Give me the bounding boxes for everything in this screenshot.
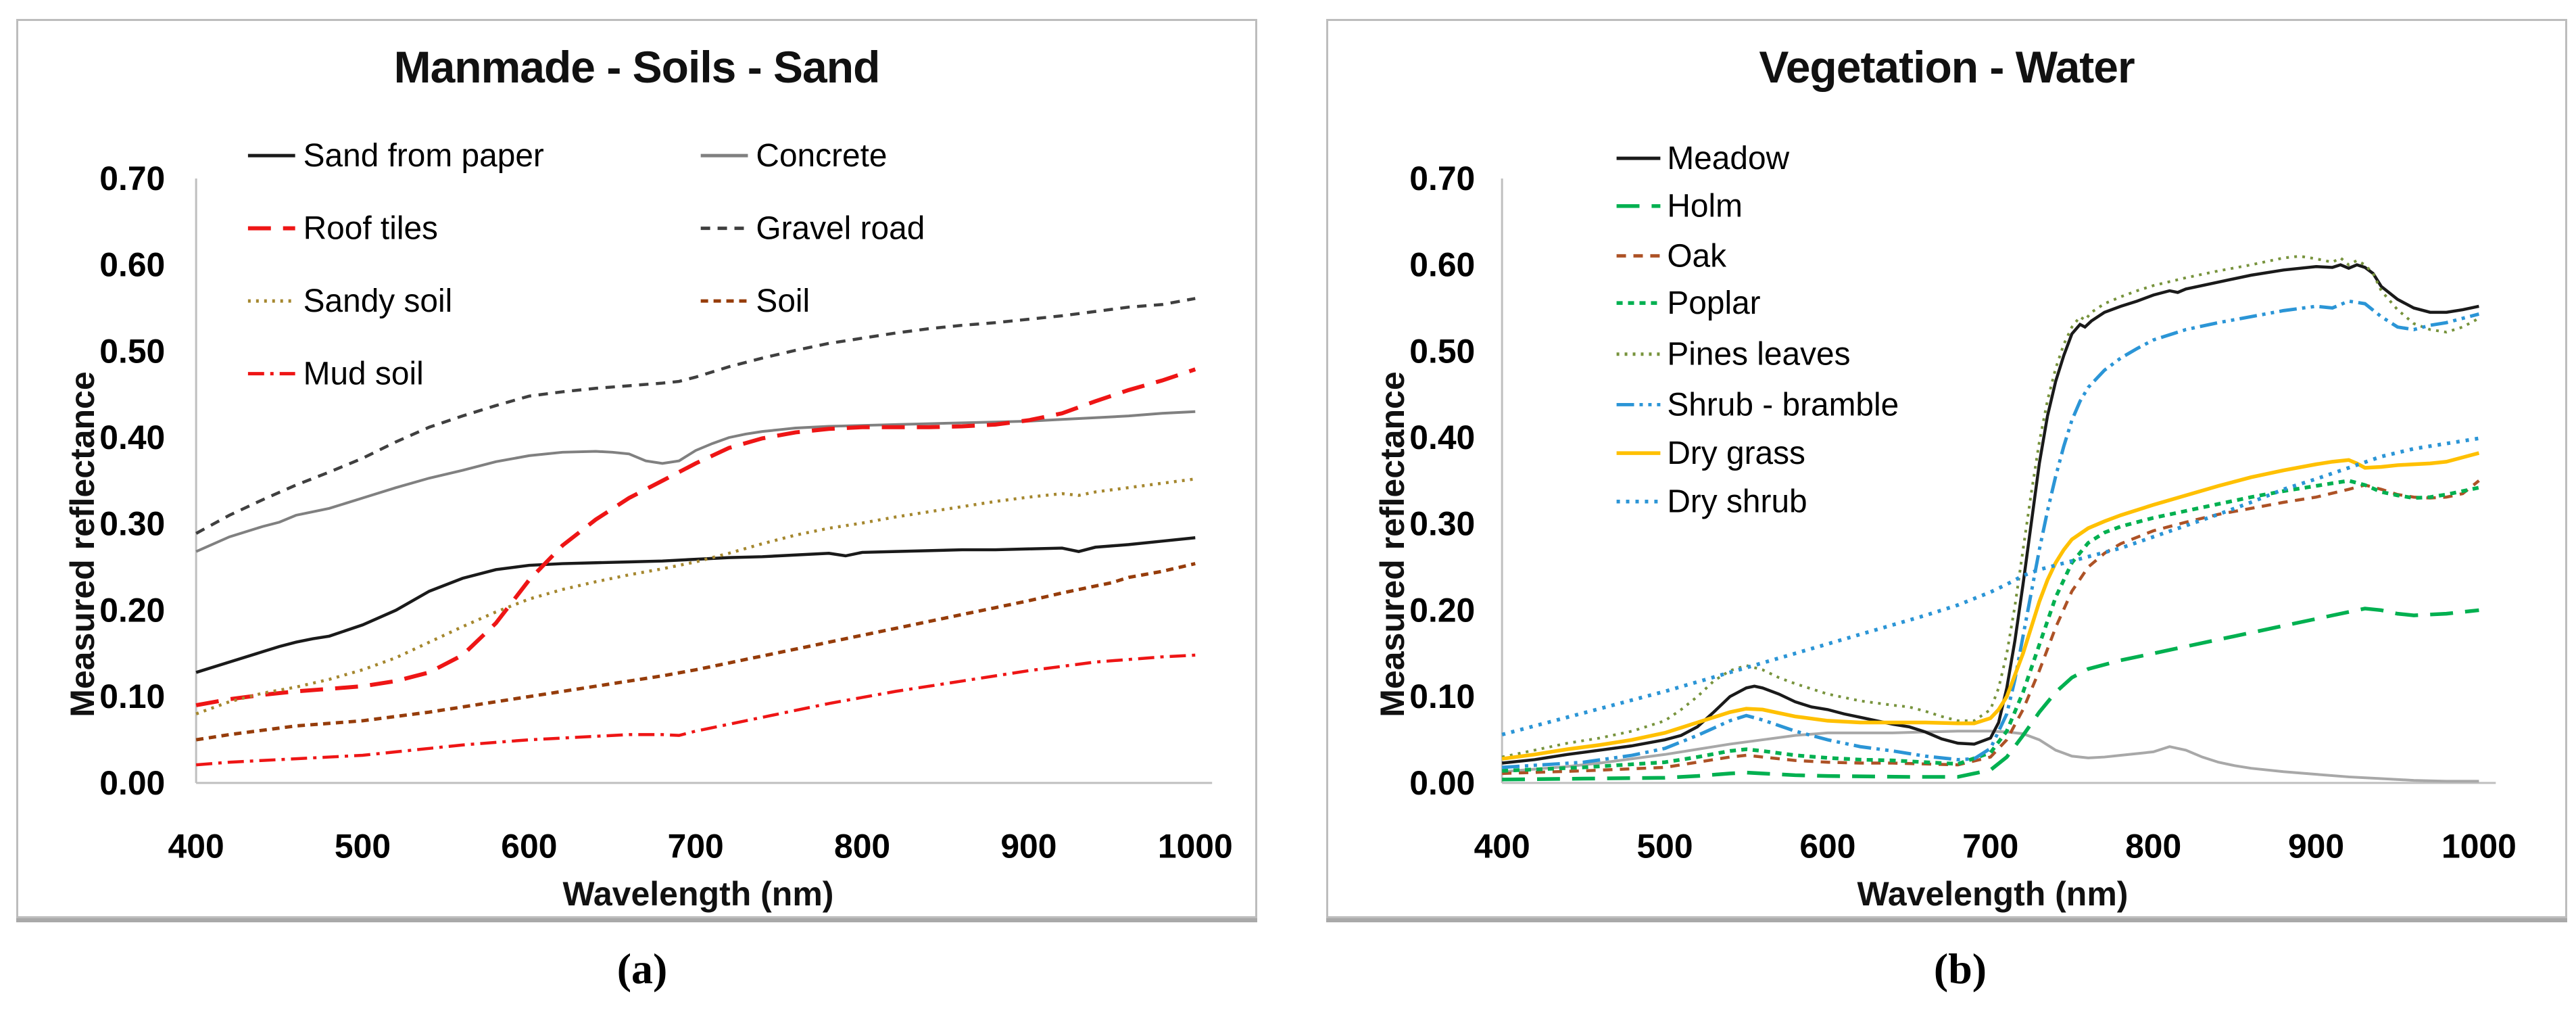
y-tick-label-0.60: 0.60: [1409, 246, 1475, 284]
chart-b-title: Vegetation - Water: [1759, 42, 2135, 92]
series-oak: [1502, 479, 2480, 776]
y-tick-label-0.00: 0.00: [1409, 764, 1475, 802]
series-dry-grass: [1501, 451, 2480, 761]
x-tick-label-500: 500: [1636, 827, 1693, 865]
series-sandy-soil: [195, 477, 1196, 715]
x-tick-label-900: 900: [1000, 827, 1056, 865]
panel-a-caption: (a): [616, 945, 668, 993]
panel-a: Manmade - Soils - Sand Measured reflecta…: [16, 19, 1257, 918]
series-soil: [195, 562, 1196, 742]
chart-a-canvas: 0.00 0.10 0.20 0.30 0.40 0.50 0.60 0.70 400 500 60…: [99, 138, 1233, 865]
y-tick-label-0.30: 0.30: [99, 505, 165, 543]
legend-label-soil: Soil: [756, 283, 810, 319]
series-sand-from-paper: [195, 536, 1196, 674]
legend-label-meadow: Meadow: [1667, 141, 1789, 176]
legend-label-roof-tiles: Roof tiles: [303, 211, 438, 247]
x-tick-label-800: 800: [2125, 827, 2181, 865]
y-tick-label-0.70: 0.70: [99, 160, 165, 197]
y-tick-label-0.20: 0.20: [99, 591, 165, 629]
y-tick-label-0.10: 0.10: [99, 678, 165, 715]
legend-label-poplar: Poplar: [1667, 285, 1760, 321]
series-dry-shrub: [1501, 436, 2479, 737]
series-meadow: [1501, 263, 2479, 765]
y-tick-label-0.10: 0.10: [1409, 678, 1475, 715]
panel-b-caption: (b): [1933, 945, 1987, 993]
legend-label-pines-leaves: Pines leaves: [1667, 337, 1850, 373]
y-tick-label-0.00: 0.00: [99, 764, 165, 802]
y-tick-label-0.40: 0.40: [1409, 419, 1475, 456]
y-tick-label-0.60: 0.60: [99, 246, 165, 284]
legend-label-sandy-soil: Sandy soil: [303, 283, 453, 319]
series-mud-soil: [195, 653, 1196, 767]
chart-b-canvas: 0.00 0.10 0.20 0.30 0.40 0.50 0.60 0.70 400 500 60…: [1409, 141, 2517, 865]
legend-label-oak: Oak: [1667, 238, 1726, 274]
series-poplar: [1502, 479, 2479, 773]
series-holm: [1502, 607, 2479, 782]
y-tick-label-0.50: 0.50: [1409, 332, 1475, 370]
y-tick-label-0.30: 0.30: [1409, 505, 1475, 543]
legend-label-gravel-road: Gravel road: [756, 211, 925, 247]
x-tick-label-600: 600: [1799, 827, 1855, 865]
legend-label-shrub-bramble: Shrub - bramble: [1667, 387, 1899, 423]
x-tick-label-700: 700: [1962, 827, 2018, 865]
legend-label-concrete: Concrete: [756, 138, 887, 174]
legend-label-dry-grass: Dry grass: [1667, 435, 1805, 471]
y-tick-label-0.70: 0.70: [1409, 160, 1475, 197]
x-tick-label-1000: 1000: [2441, 827, 2517, 865]
series-concrete: [195, 410, 1196, 553]
x-tick-label-800: 800: [834, 827, 890, 865]
series-water: [1502, 730, 2479, 783]
y-tick-label-0.50: 0.50: [99, 332, 165, 370]
chart-a-title: Manmade - Soils - Sand: [393, 42, 881, 92]
x-tick-label-900: 900: [2288, 827, 2344, 865]
legend-label-mud-soil: Mud soil: [303, 356, 424, 392]
panel-b: Vegetation - Water Measured reflectance …: [1326, 19, 2567, 918]
x-tick-label-400: 400: [168, 827, 224, 865]
series-pines-leaves: [1501, 254, 2480, 759]
chart-a-x-axis-title: Wavelength (nm): [562, 875, 834, 913]
legend-label-sand-from-paper: Sand from paper: [303, 138, 544, 174]
legend-label-dry-shrub: Dry shrub: [1667, 484, 1807, 520]
series-gravel-road: [195, 297, 1196, 535]
x-tick-label-1000: 1000: [1158, 827, 1233, 865]
y-tick-label-0.20: 0.20: [1409, 591, 1475, 629]
x-tick-label-700: 700: [668, 827, 724, 865]
legend-label-holm: Holm: [1667, 189, 1743, 224]
x-tick-label-400: 400: [1474, 827, 1530, 865]
x-tick-label-500: 500: [335, 827, 391, 865]
series-shrub-bramble: [1501, 299, 2480, 769]
x-tick-label-600: 600: [501, 827, 557, 865]
y-tick-label-0.40: 0.40: [99, 419, 165, 456]
series-roof-tiles: [195, 367, 1196, 707]
chart-b-x-axis-title: Wavelength (nm): [1857, 875, 2129, 913]
